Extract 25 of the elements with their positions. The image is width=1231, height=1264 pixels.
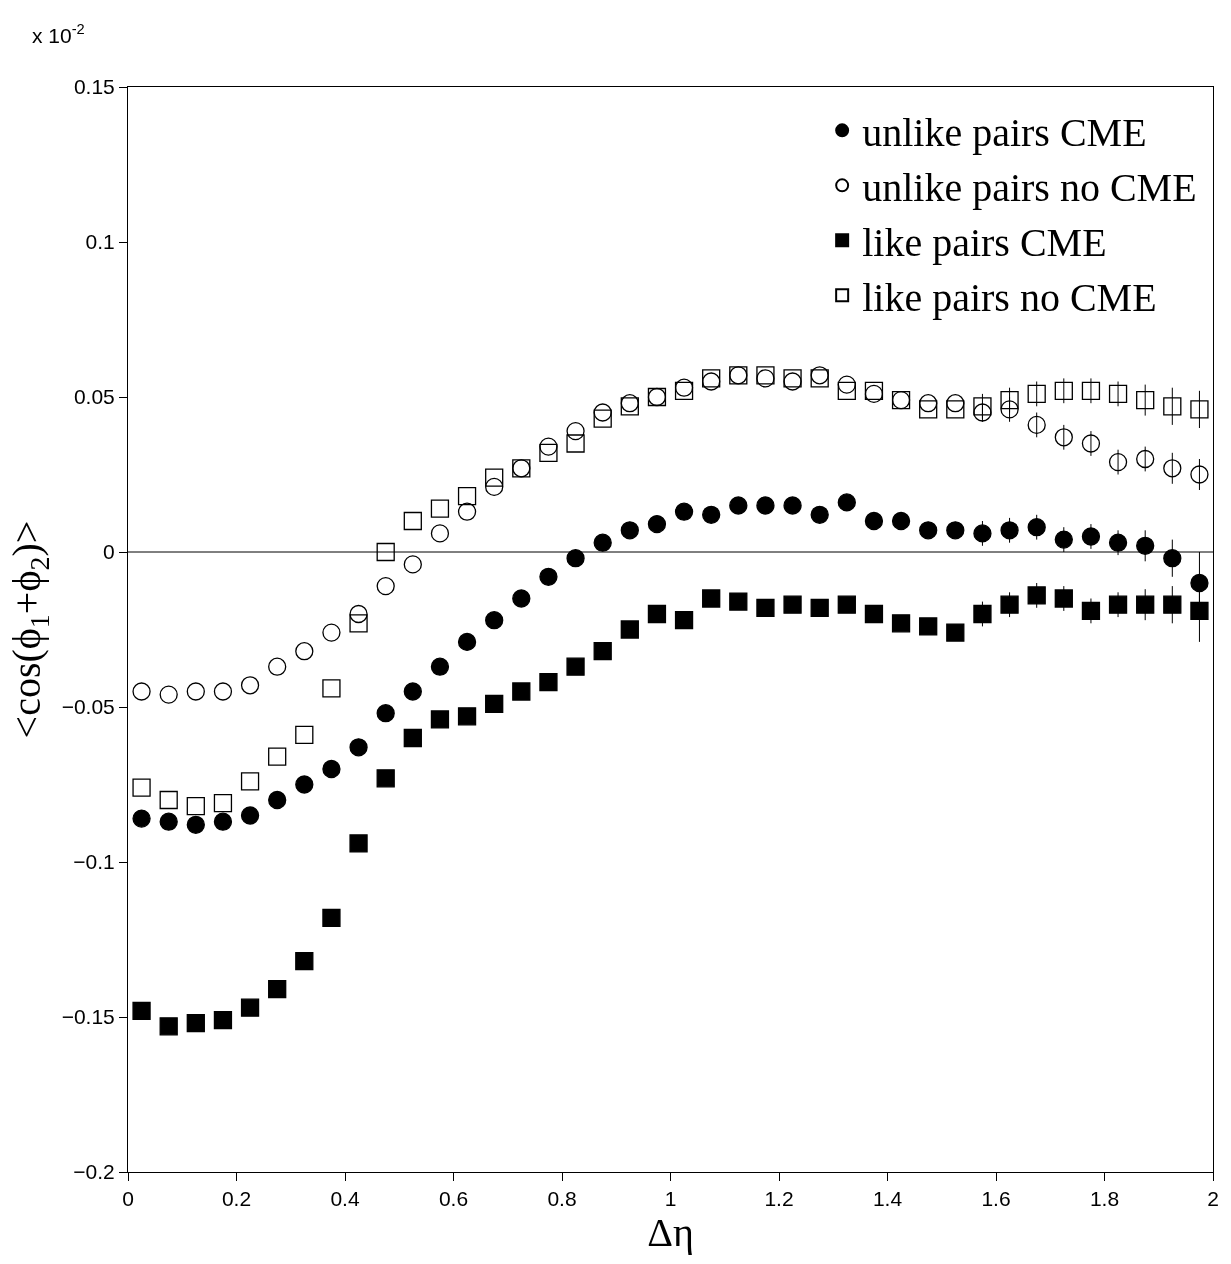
y-tick-label: −0.2 (73, 1160, 115, 1184)
x-axis-title: Δη (647, 1210, 694, 1256)
x-tick-label: 1.6 (981, 1187, 1011, 1211)
x-tick-label: 0.6 (438, 1187, 469, 1211)
x-tick-label: 2 (1207, 1187, 1219, 1211)
y-tick-label: 0.05 (73, 385, 115, 409)
x-tick-label: 0 (122, 1187, 134, 1211)
text: x 10$^{-2}$ (32, 21, 85, 47)
x-tick-label: 1 (664, 1187, 677, 1211)
x-tick-label: 0.2 (221, 1187, 252, 1211)
x-tick-label: 1.4 (872, 1187, 903, 1211)
y-tick-label: −0.05 (61, 695, 115, 719)
legend-label: like pairs CME (862, 219, 1107, 265)
y-tick-label: 0.15 (73, 75, 115, 99)
legend-label: unlike pairs CME (862, 109, 1147, 155)
y-tick-label: −0.15 (61, 1005, 115, 1029)
y-tick-label: 0.1 (85, 230, 115, 254)
y-tick-label: −0.1 (73, 850, 115, 874)
x-tick-label: 0.8 (547, 1187, 577, 1211)
legend-label: unlike pairs no CME (862, 164, 1197, 210)
legend-label: like pairs no CME (862, 274, 1157, 320)
x-tick-label: 0.4 (330, 1187, 360, 1211)
x-tick-label: 1.2 (764, 1187, 794, 1211)
x-tick-label: 1.8 (1089, 1187, 1120, 1211)
y-tick-label: 0 (103, 540, 115, 564)
